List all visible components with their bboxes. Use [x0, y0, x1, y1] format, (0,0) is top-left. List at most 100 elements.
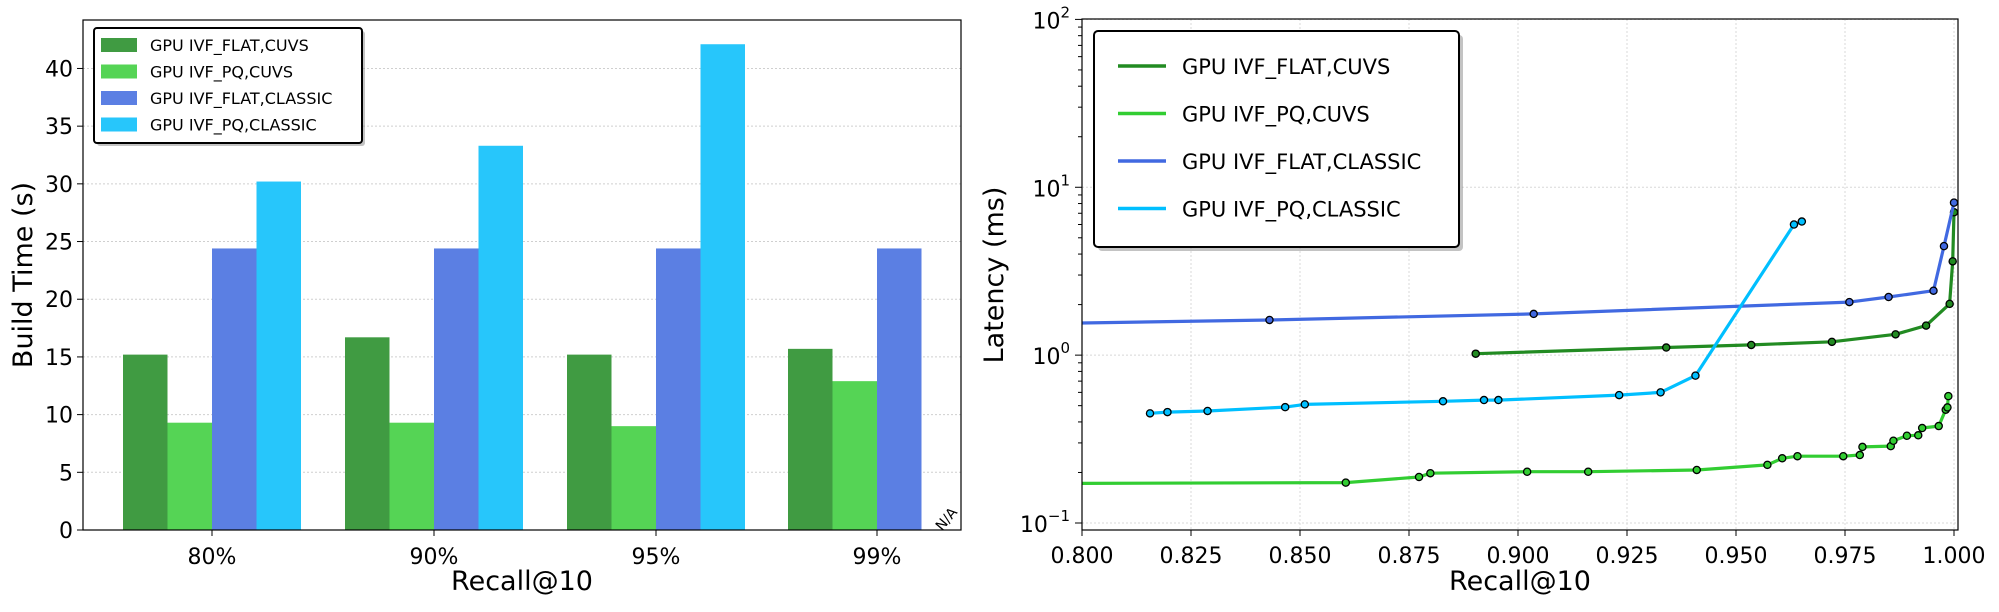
- point-gpu-ivf-pq-cuvs: [1583, 467, 1593, 476]
- line-gpu-ivf-flat-cuvs: [1475, 212, 1956, 356]
- legend-label: GPU IVF_PQ,CLASSIC: [1182, 198, 1401, 223]
- plot-frame: [1081, 18, 1959, 531]
- bar-gpu-ivf-flat-cuvs-95: [567, 354, 612, 530]
- x-tick-label: 80%: [188, 545, 237, 570]
- point-gpu-ivf-pq-classic: [1691, 371, 1700, 380]
- point-gpu-ivf-flat-cuvs: [1827, 337, 1837, 347]
- legend-label: GPU IVF_FLAT,CLASSIC: [150, 89, 332, 109]
- point-gpu-ivf-pq-cuvs: [1913, 431, 1923, 440]
- point-gpu-ivf-flat-classic: [1884, 292, 1893, 302]
- point-gpu-ivf-pq-cuvs: [1763, 460, 1772, 470]
- point-gpu-ivf-flat-classic: [1939, 241, 1949, 251]
- y-tick-exponent: 0: [1060, 339, 1070, 357]
- point-gpu-ivf-flat-classic: [1949, 198, 1958, 207]
- point-gpu-ivf-flat-cuvs: [1948, 257, 1957, 266]
- legend-swatch: [101, 91, 137, 105]
- legend-label: GPU IVF_FLAT,CLASSIC: [1182, 150, 1421, 175]
- y-tick-label: 102: [1032, 3, 1070, 34]
- legend-swatch: [101, 117, 137, 132]
- legend-label: GPU IVF_FLAT,CUVS: [150, 36, 309, 56]
- point-gpu-ivf-pq-classic: [1797, 217, 1807, 226]
- legend: GPU IVF_FLAT,CUVS GPU IVF_PQ,CUVS GPU IVF_…: [93, 27, 365, 146]
- x-tick-label: 1.000: [1923, 544, 1986, 569]
- point-gpu-ivf-pq-cuvs: [1889, 436, 1898, 446]
- bar-gpu-ivf-pq-cuvs-99: [832, 381, 877, 530]
- point-gpu-ivf-pq-cuvs: [1522, 467, 1532, 476]
- legend-label: GPU IVF_PQ,CUVS: [150, 63, 293, 83]
- bar-gpu-ivf-pq-classic-90: [478, 145, 523, 530]
- point-gpu-ivf-flat-cuvs: [1891, 330, 1900, 339]
- point-gpu-ivf-pq-cuvs: [1777, 454, 1787, 463]
- point-gpu-ivf-pq-cuvs: [1341, 478, 1351, 487]
- y-tick-exponent: −1: [1048, 507, 1070, 525]
- y-tick-label: 20: [45, 288, 73, 313]
- line-gpu-ivf-flat-classic: [1082, 202, 1956, 325]
- point-gpu-ivf-pq-cuvs: [1944, 391, 1953, 401]
- point-gpu-ivf-flat-cuvs: [1945, 299, 1954, 309]
- point-gpu-ivf-flat-classic: [1929, 286, 1938, 295]
- x-tick-label: 0.875: [1378, 544, 1441, 569]
- y-axis-label: Build Time (s): [8, 182, 39, 368]
- bar-gpu-ivf-flat-classic-90: [434, 248, 479, 530]
- legend-label: GPU IVF_PQ,CLASSIC: [150, 116, 317, 136]
- legend-swatch: [101, 38, 137, 52]
- point-gpu-ivf-pq-cuvs: [1426, 468, 1435, 478]
- point-gpu-ivf-pq-cuvs: [1855, 450, 1865, 460]
- point-gpu-ivf-pq-cuvs: [1414, 472, 1424, 482]
- y-tick-label: 0: [59, 519, 73, 544]
- legend-swatch: [101, 64, 137, 79]
- y-tick-label: 40: [45, 57, 73, 82]
- legend-label: GPU IVF_PQ,CUVS: [1182, 103, 1370, 128]
- point-gpu-ivf-pq-classic: [1280, 402, 1290, 412]
- x-tick-label: 0.800: [1051, 544, 1114, 569]
- bar-gpu-ivf-flat-cuvs-99: [788, 348, 833, 530]
- y-tick-base: 10: [1032, 345, 1060, 370]
- y-axis-label: Latency (ms): [979, 187, 1010, 364]
- bar-gpu-ivf-flat-classic-95: [656, 248, 701, 530]
- point-gpu-ivf-pq-classic: [1656, 388, 1665, 397]
- point-gpu-ivf-pq-classic: [1163, 407, 1172, 417]
- point-gpu-ivf-pq-cuvs: [1917, 423, 1927, 433]
- point-gpu-ivf-pq-cuvs: [1692, 465, 1702, 475]
- y-tick-label: 25: [45, 231, 73, 256]
- point-gpu-ivf-flat-cuvs: [1471, 349, 1480, 358]
- bar-gpu-ivf-flat-cuvs-80: [123, 354, 168, 530]
- bar-gpu-ivf-pq-cuvs-80: [167, 422, 212, 530]
- line-gpu-ivf-pq-cuvs: [1082, 395, 1950, 485]
- x-axis-label: Recall@10: [451, 566, 593, 597]
- y-tick-label: 10−1: [1020, 507, 1070, 538]
- y-tick-label: 15: [45, 346, 73, 371]
- point-gpu-ivf-pq-cuvs: [1035, 480, 1042, 487]
- bar-gpu-ivf-flat-classic-99: [877, 248, 922, 530]
- point-gpu-ivf-pq-classic: [1438, 397, 1448, 406]
- point-gpu-ivf-pq-cuvs: [1902, 431, 1912, 440]
- point-gpu-ivf-flat-cuvs: [1921, 321, 1931, 330]
- x-tick-label: 0.825: [1160, 544, 1223, 569]
- x-tick-label: 0.900: [1487, 544, 1550, 569]
- point-gpu-ivf-pq-classic: [1300, 400, 1310, 409]
- point-gpu-ivf-flat-classic: [1265, 315, 1274, 325]
- y-tick-label: 101: [1032, 171, 1070, 202]
- x-tick-label: 0.950: [1705, 544, 1768, 569]
- x-axis-label: Recall@10: [1449, 566, 1591, 597]
- x-tick-label: 95%: [632, 545, 681, 570]
- point-gpu-ivf-pq-classic: [1614, 390, 1624, 400]
- x-tick-label: 0.925: [1596, 544, 1659, 569]
- point-gpu-ivf-pq-cuvs: [1793, 451, 1802, 461]
- y-tick-exponent: 2: [1060, 3, 1070, 21]
- y-tick-label: 30: [45, 173, 73, 198]
- point-gpu-ivf-pq-classic: [1203, 406, 1212, 416]
- point-gpu-ivf-pq-cuvs: [1934, 421, 1943, 431]
- plot-frame: [82, 19, 962, 531]
- point-gpu-ivf-flat-classic: [1529, 309, 1538, 319]
- x-tick-label: 0.975: [1814, 544, 1877, 569]
- point-gpu-ivf-pq-classic: [1479, 395, 1489, 405]
- bar-gpu-ivf-pq-cuvs-95: [611, 426, 656, 530]
- point-gpu-ivf-pq-cuvs: [1839, 451, 1848, 461]
- bar-gpu-ivf-pq-classic-95: [700, 44, 745, 530]
- bar-gpu-ivf-pq-cuvs-90: [389, 422, 434, 530]
- point-gpu-ivf-pq-cuvs: [1943, 403, 1952, 412]
- point-gpu-ivf-pq-classic: [1789, 220, 1799, 229]
